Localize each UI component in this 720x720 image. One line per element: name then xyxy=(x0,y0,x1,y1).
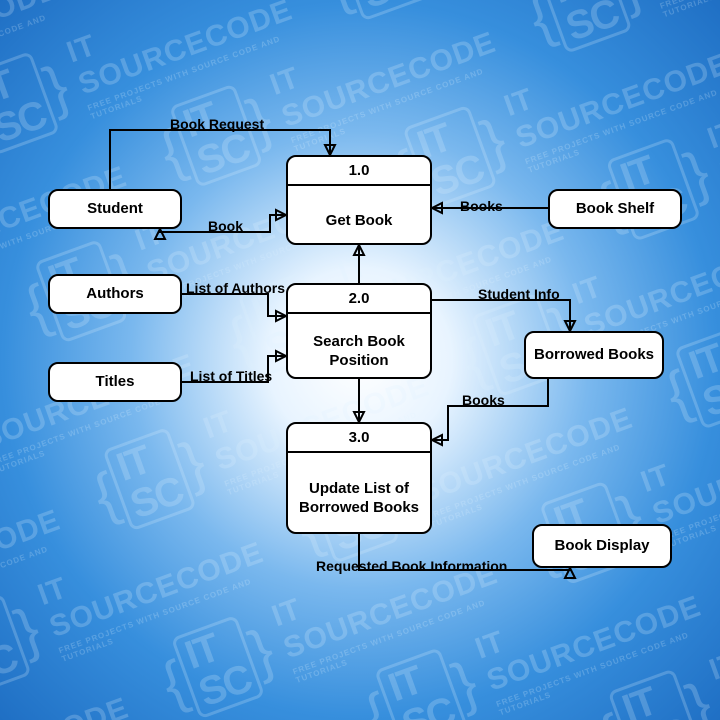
edge-label-e_titles: List of Titles xyxy=(190,368,272,384)
entity-titles: Titles xyxy=(48,362,182,402)
edge-label-e_authors: List of Authors xyxy=(186,280,285,296)
process-name: Get Book xyxy=(288,186,430,256)
edge-e_authors xyxy=(182,294,286,316)
edge-e_stuinfo xyxy=(432,300,570,331)
entity-display: Book Display xyxy=(532,524,672,568)
process-name: Update List of Borrowed Books xyxy=(288,453,430,545)
edge-label-e_reqinfo: Requested Book Information xyxy=(316,558,507,574)
process-id: 1.0 xyxy=(288,157,430,186)
edge-label-e_book: Book xyxy=(208,218,243,234)
process-p1: 1.0Get Book xyxy=(286,155,432,245)
process-p2: 2.0Search Book Position xyxy=(286,283,432,379)
edge-label-e_books2: Books xyxy=(462,392,505,408)
edge-e_books2 xyxy=(432,379,548,440)
process-id: 2.0 xyxy=(288,285,430,314)
process-name: Search Book Position xyxy=(288,314,430,390)
edge-label-e_books1: Books xyxy=(460,198,503,214)
edge-label-e_stuinfo: Student Info xyxy=(478,286,560,302)
process-id: 3.0 xyxy=(288,424,430,453)
entity-borrowed: Borrowed Books xyxy=(524,331,664,379)
edge-label-e_bookreq: Book Request xyxy=(170,116,264,132)
entity-authors: Authors xyxy=(48,274,182,314)
diagram-canvas: {ITSC}IT SOURCECODEFREE PROJECTS WITH SO… xyxy=(0,0,720,720)
dfd-diagram: 1.0Get Book 2.0Search Book Position 3.0Upd… xyxy=(0,0,720,720)
process-p3: 3.0Update List of Borrowed Books xyxy=(286,422,432,534)
entity-bookshelf: Book Shelf xyxy=(548,189,682,229)
entity-student: Student xyxy=(48,189,182,229)
